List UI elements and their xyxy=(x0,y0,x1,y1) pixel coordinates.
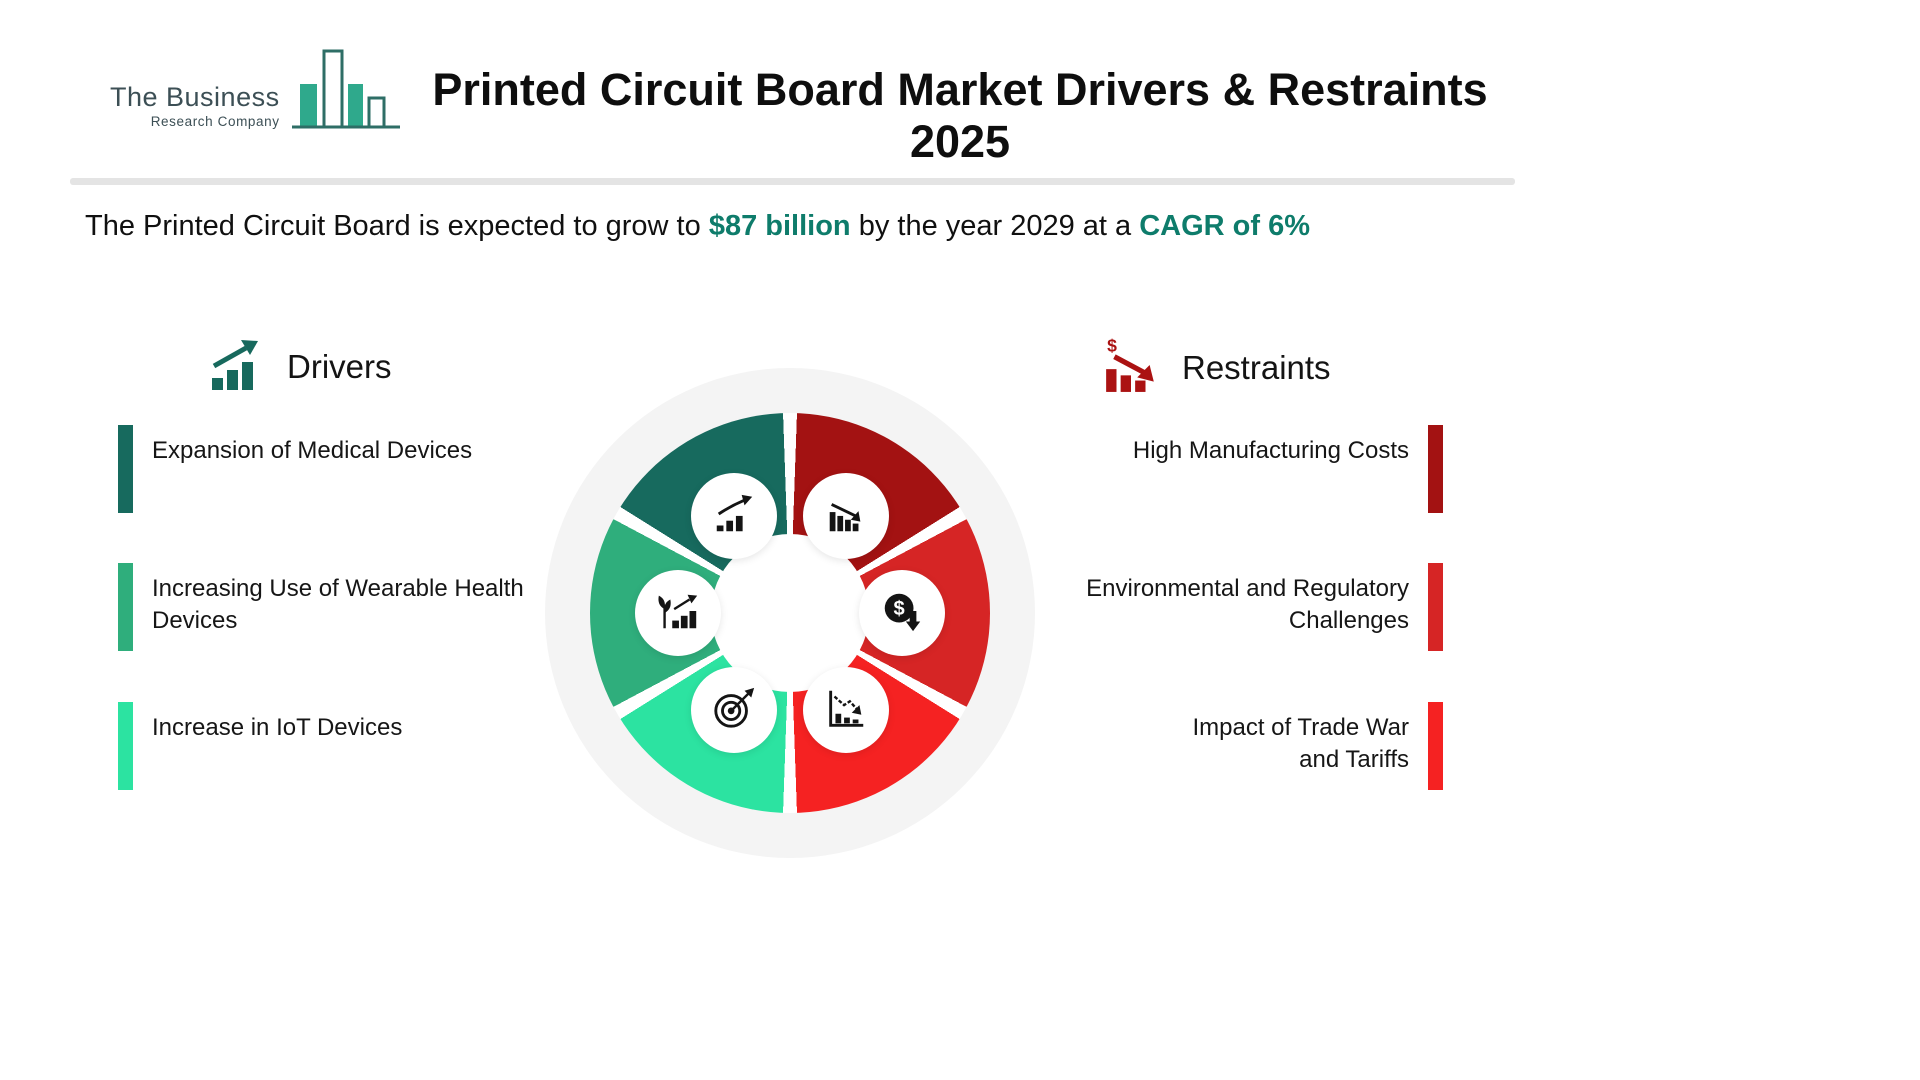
driver-item-bar xyxy=(118,425,133,513)
restraints-header: $ Restraints xyxy=(1100,336,1331,399)
subtitle-pre: The Printed Circuit Board is expected to… xyxy=(85,210,709,242)
logo-line1: The Business xyxy=(110,82,280,112)
restraint-item-label: Impact of Trade War and Tariffs xyxy=(1192,714,1409,773)
subtitle-mid: by the year 2029 at a xyxy=(850,210,1140,242)
restraint-item-bar xyxy=(1428,425,1443,513)
logo-bars-icon xyxy=(290,48,402,139)
wheel-node-bottom-right xyxy=(803,667,889,753)
growth-chart-icon xyxy=(711,491,757,542)
restraint-item-bar xyxy=(1428,702,1443,790)
wheel-node-top-left xyxy=(691,473,777,559)
svg-text:$: $ xyxy=(1107,336,1117,356)
driver-item-bar xyxy=(118,563,133,651)
restraint-item-bar xyxy=(1428,563,1443,651)
drivers-header: Drivers xyxy=(205,336,392,397)
wheel-node-right: $ xyxy=(859,570,945,656)
logo-line2: Research Company xyxy=(150,114,280,129)
wheel-node-left xyxy=(635,570,721,656)
driver-item-label: Increase in IoT Devices xyxy=(152,714,403,741)
company-logo: The Business Research Company xyxy=(110,48,402,139)
restraint-item: High Manufacturing Costs xyxy=(1133,425,1443,513)
decline-chart-icon xyxy=(823,685,869,736)
restraint-item: Environmental and Regulatory Challenges xyxy=(1073,563,1443,651)
drivers-heading: Drivers xyxy=(287,347,392,385)
driver-item: Increasing Use of Wearable Health Device… xyxy=(118,563,538,651)
subtitle-highlight-value: $87 billion xyxy=(708,210,851,242)
driver-item-label: Expansion of Medical Devices xyxy=(152,437,473,464)
subtitle: The Printed Circuit Board is expected to… xyxy=(85,210,1310,243)
restraint-item-label: High Manufacturing Costs xyxy=(1132,437,1409,464)
restraint-item-label: Environmental and Regulatory Challenges xyxy=(1086,575,1409,634)
wheel-center xyxy=(711,534,869,692)
restraint-item: Impact of Trade War and Tariffs xyxy=(1178,702,1443,790)
driver-item: Expansion of Medical Devices xyxy=(118,425,472,513)
target-icon xyxy=(711,685,757,736)
svg-text:$: $ xyxy=(894,597,905,619)
declining-dollar-bars-icon: $ xyxy=(1100,336,1162,399)
wheel-node-top-right xyxy=(803,473,889,559)
logo-text: The Business Research Company xyxy=(110,82,280,139)
driver-item: Increase in IoT Devices xyxy=(118,702,402,790)
page-title: Printed Circuit Board Market Drivers & R… xyxy=(432,64,1488,167)
plant-growth-icon xyxy=(655,588,701,639)
header-divider xyxy=(70,178,1515,185)
wheel-node-bottom-left xyxy=(691,667,777,753)
dollar-down-icon: $ xyxy=(879,588,925,639)
driver-item-label: Increasing Use of Wearable Health Device… xyxy=(152,575,524,634)
declining-bars-icon xyxy=(823,491,869,542)
restraints-heading: Restraints xyxy=(1182,348,1331,386)
growth-bars-arrow-icon xyxy=(205,336,267,397)
driver-item-bar xyxy=(118,702,133,790)
subtitle-highlight-cagr: CAGR of 6% xyxy=(1139,210,1311,242)
wheel: $ xyxy=(590,413,990,813)
